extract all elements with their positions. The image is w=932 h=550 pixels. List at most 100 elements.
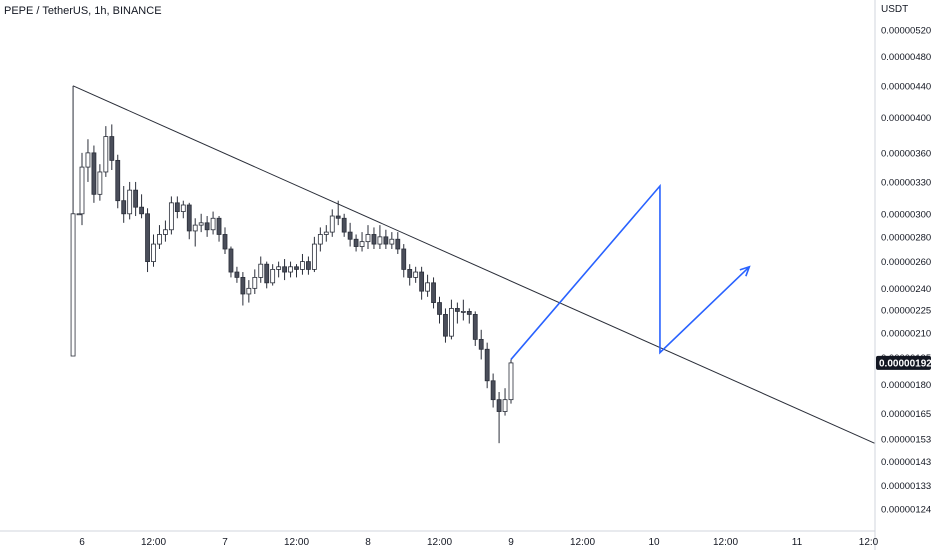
candle [234,266,240,283]
candle [478,329,484,360]
candle [359,232,365,252]
time-axis[interactable]: 6 12:00 7 12:00 8 12:00 9 12:00 10 12:00 11 12:0 [79,537,878,548]
price-tick-label: 0.00000440 [881,81,931,92]
candle [139,194,144,219]
candle [460,299,466,321]
candle [508,359,514,404]
candle-body-up [85,152,91,168]
candle [151,234,156,267]
candle [264,261,270,289]
candle [192,218,198,247]
candle-body-down [443,314,448,337]
candle [76,213,82,216]
candle [383,229,389,249]
candle [311,236,317,273]
candle-body-up [425,282,430,292]
candle-body-up [258,263,264,278]
candle-body-up [413,271,419,278]
candle-body-up [300,261,305,270]
candle [437,296,442,324]
price-tick-label: 0.00000400 [881,113,931,124]
price-tick-label: 0.00000330 [881,177,931,188]
candle-body-up [246,287,252,295]
candle [306,256,311,275]
candle-body-up [97,171,103,195]
candle [472,311,478,346]
price-tick-label: 0.00000280 [881,232,931,243]
candle-body-down [264,263,270,284]
candle-body-up [79,166,85,215]
candle-body-down [133,189,139,208]
candle [79,152,85,226]
price-tick-label: 0.00000210 [881,328,931,339]
time-tick-label: 6 [79,537,85,548]
candle-body-down [383,236,389,245]
time-tick-label: 12:00 [570,537,595,548]
candle [163,220,168,242]
candle [496,391,502,444]
time-tick-label: 7 [222,537,228,548]
candle [246,280,252,303]
candle-body-up [323,231,329,235]
candle-body-up [180,204,186,212]
candle-body-up [502,399,508,412]
candle [228,246,234,278]
candle [85,139,91,182]
candle-body-up [508,362,514,401]
candle-body-up [252,276,258,289]
candle-body-up [76,213,82,216]
candle-body-down [91,152,97,195]
candle-body-down [335,215,341,219]
candle-body-up [168,202,174,231]
projection-path[interactable] [510,183,750,360]
candle-body-down [282,266,287,273]
candle-body-up [210,217,216,231]
candle-body-up [329,215,335,233]
candle [407,264,413,286]
candle-body-up [377,236,383,245]
candle-body-down [484,348,490,382]
time-tick-label: 11 [792,537,803,548]
candle [454,302,460,324]
candle [371,227,377,249]
candle-body-down [347,231,353,240]
candle-body-down [216,217,222,235]
candle-body-up [192,224,198,232]
candle [300,253,305,275]
candle [443,308,448,343]
candle-body-up [127,189,133,215]
candle [270,264,276,286]
candle [323,225,329,242]
chart-title: PEPE / TetherUS, 1h, BINANCE [4,5,162,17]
descending-trendline[interactable] [72,85,875,444]
candle-body-down [294,266,299,270]
candles-layer [70,85,514,444]
price-tick-label: 0.00000300 [881,209,931,220]
candle [341,213,347,237]
candle [502,388,508,416]
candle-body-down [234,271,240,278]
candle-body-down [478,338,484,350]
candle [97,164,103,201]
candle-body-up [103,136,109,173]
candle [210,211,216,235]
price-tick-label: 0.00000240 [881,284,931,295]
candle-body-down [115,159,121,202]
candle-body-up [311,243,317,270]
time-tick-label: 10 [648,537,660,548]
candle-body-down [186,204,192,232]
candle-body-down [419,271,425,292]
price-tick-label: 0.00000153 [881,434,931,445]
current-price-tag-bg [876,355,931,370]
current-price-tag: 0.00000192 [876,355,932,370]
candle [157,225,162,249]
price-tick-label: 0.00000143 [881,457,931,468]
candle-body-up [317,234,323,245]
candle-body-up [276,266,282,270]
candle-body-up [288,266,293,273]
candle [419,266,425,300]
candle [115,154,121,209]
candle-body-down [240,276,246,295]
